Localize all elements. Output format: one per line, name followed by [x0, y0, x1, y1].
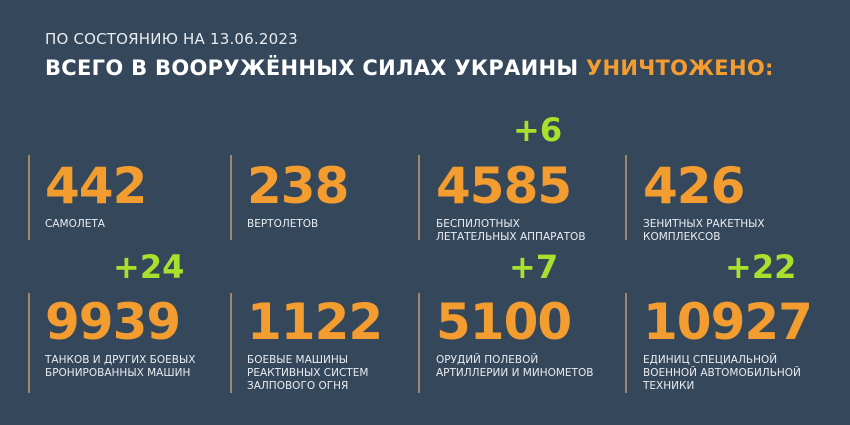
stat-delta: +7 — [509, 248, 559, 286]
stat-card: 1122 БОЕВЫЕ МАШИНЫ РЕАКТИВНЫХ СИСТЕМ ЗАЛПОВ… — [247, 293, 383, 393]
stat-card: 442 САМОЛЕТА — [45, 157, 147, 231]
title-accent: УНИЧТОЖЕНО: — [586, 56, 774, 80]
title-main: ВСЕГО В ВООРУЖЁННЫХ СИЛАХ УКРАИНЫ — [45, 56, 579, 80]
stat-label-line: БРОНИРОВАННЫХ МАШИН — [45, 367, 191, 379]
stat-label-line: КОМПЛЕКСОВ — [643, 231, 721, 243]
stat-label-line: ЗЕНИТНЫХ РАКЕТНЫХ — [643, 218, 765, 230]
stat-value: 5100 — [436, 293, 572, 351]
divider — [28, 155, 30, 240]
stat-label-line: РЕАКТИВНЫХ СИСТЕМ — [247, 367, 369, 379]
divider — [230, 293, 232, 393]
stat-label-line: ВЕРТОЛЕТОВ — [247, 218, 319, 230]
stat-label: ЗЕНИТНЫХ РАКЕТНЫХ КОМПЛЕКСОВ — [643, 218, 765, 244]
divider — [230, 155, 232, 240]
stat-delta: +6 — [513, 111, 563, 149]
stat-value: 238 — [247, 157, 349, 215]
stat-label-line: САМОЛЕТА — [45, 218, 105, 230]
stat-card: 4585 БЕСПИЛОТНЫХ ЛЕТАТЕЛЬНЫХ АППАРАТОВ — [436, 160, 586, 244]
stat-label-line: БЕСПИЛОТНЫХ — [436, 218, 520, 230]
stat-label: ЕДИНИЦ СПЕЦИАЛЬНОЙ ВОЕННОЙ АВТОМОБИЛЬНОЙ Т… — [643, 354, 812, 393]
date-line: ПО СОСТОЯНИЮ НА 13.06.2023 — [45, 30, 298, 48]
stat-card: 9939 ТАНКОВ И ДРУГИХ БОЕВЫХ БРОНИРОВАННЫХ … — [45, 296, 195, 380]
stat-label-line: ТЕХНИКИ — [643, 380, 695, 392]
stat-label-line: ОРУДИЙ ПОЛЕВОЙ — [436, 354, 539, 366]
stat-label: БОЕВЫЕ МАШИНЫ РЕАКТИВНЫХ СИСТЕМ ЗАЛПОВОГО … — [247, 354, 382, 393]
stat-value: 1122 — [247, 293, 383, 351]
stat-label: ОРУДИЙ ПОЛЕВОЙ АРТИЛЛЕРИИ И МИНОМЕТОВ — [436, 354, 593, 380]
stat-label-line: ЗАЛПОВОГО ОГНЯ — [247, 380, 349, 392]
stat-delta: +24 — [113, 248, 185, 286]
stat-delta: +22 — [725, 248, 797, 286]
stat-label: ВЕРТОЛЕТОВ — [247, 218, 348, 231]
stat-label: ТАНКОВ И ДРУГИХ БОЕВЫХ БРОНИРОВАННЫХ МАШИ… — [45, 354, 195, 380]
page-title: ВСЕГО В ВООРУЖЁННЫХ СИЛАХ УКРАИНЫ УНИЧТО… — [45, 56, 774, 80]
divider — [28, 293, 30, 393]
stat-label: САМОЛЕТА — [45, 218, 146, 231]
stat-value: 4585 — [436, 157, 572, 215]
stat-value: 9939 — [45, 293, 181, 351]
stat-value: 10927 — [643, 293, 813, 351]
stat-label-line: АРТИЛЛЕРИИ И МИНОМЕТОВ — [436, 367, 594, 379]
stat-label: БЕСПИЛОТНЫХ ЛЕТАТЕЛЬНЫХ АППАРАТОВ — [436, 218, 586, 244]
stat-label-line: ВОЕННОЙ АВТОМОБИЛЬНОЙ — [643, 367, 801, 379]
stat-label-line: ЕДИНИЦ СПЕЦИАЛЬНОЙ — [643, 354, 778, 366]
stat-card: 5100 ОРУДИЙ ПОЛЕВОЙ АРТИЛЛЕРИИ И МИНОМЕТОВ — [436, 296, 593, 380]
stat-label-line: ЛЕТАТЕЛЬНЫХ АППАРАТОВ — [436, 231, 586, 243]
divider — [625, 155, 627, 240]
divider — [418, 293, 420, 393]
stat-label-line: БОЕВЫЕ МАШИНЫ — [247, 354, 349, 366]
stat-label-line: ТАНКОВ И ДРУГИХ БОЕВЫХ — [45, 354, 196, 366]
stat-value: 426 — [643, 157, 745, 215]
divider — [418, 155, 420, 240]
stat-value: 442 — [45, 157, 147, 215]
stat-card: 238 ВЕРТОЛЕТОВ — [247, 157, 349, 231]
stat-card: 10927 ЕДИНИЦ СПЕЦИАЛЬНОЙ ВОЕННОЙ АВТОМОБИЛ… — [643, 293, 813, 393]
stat-card: 426 ЗЕНИТНЫХ РАКЕТНЫХ КОМПЛЕКСОВ — [643, 160, 765, 244]
divider — [625, 293, 627, 393]
